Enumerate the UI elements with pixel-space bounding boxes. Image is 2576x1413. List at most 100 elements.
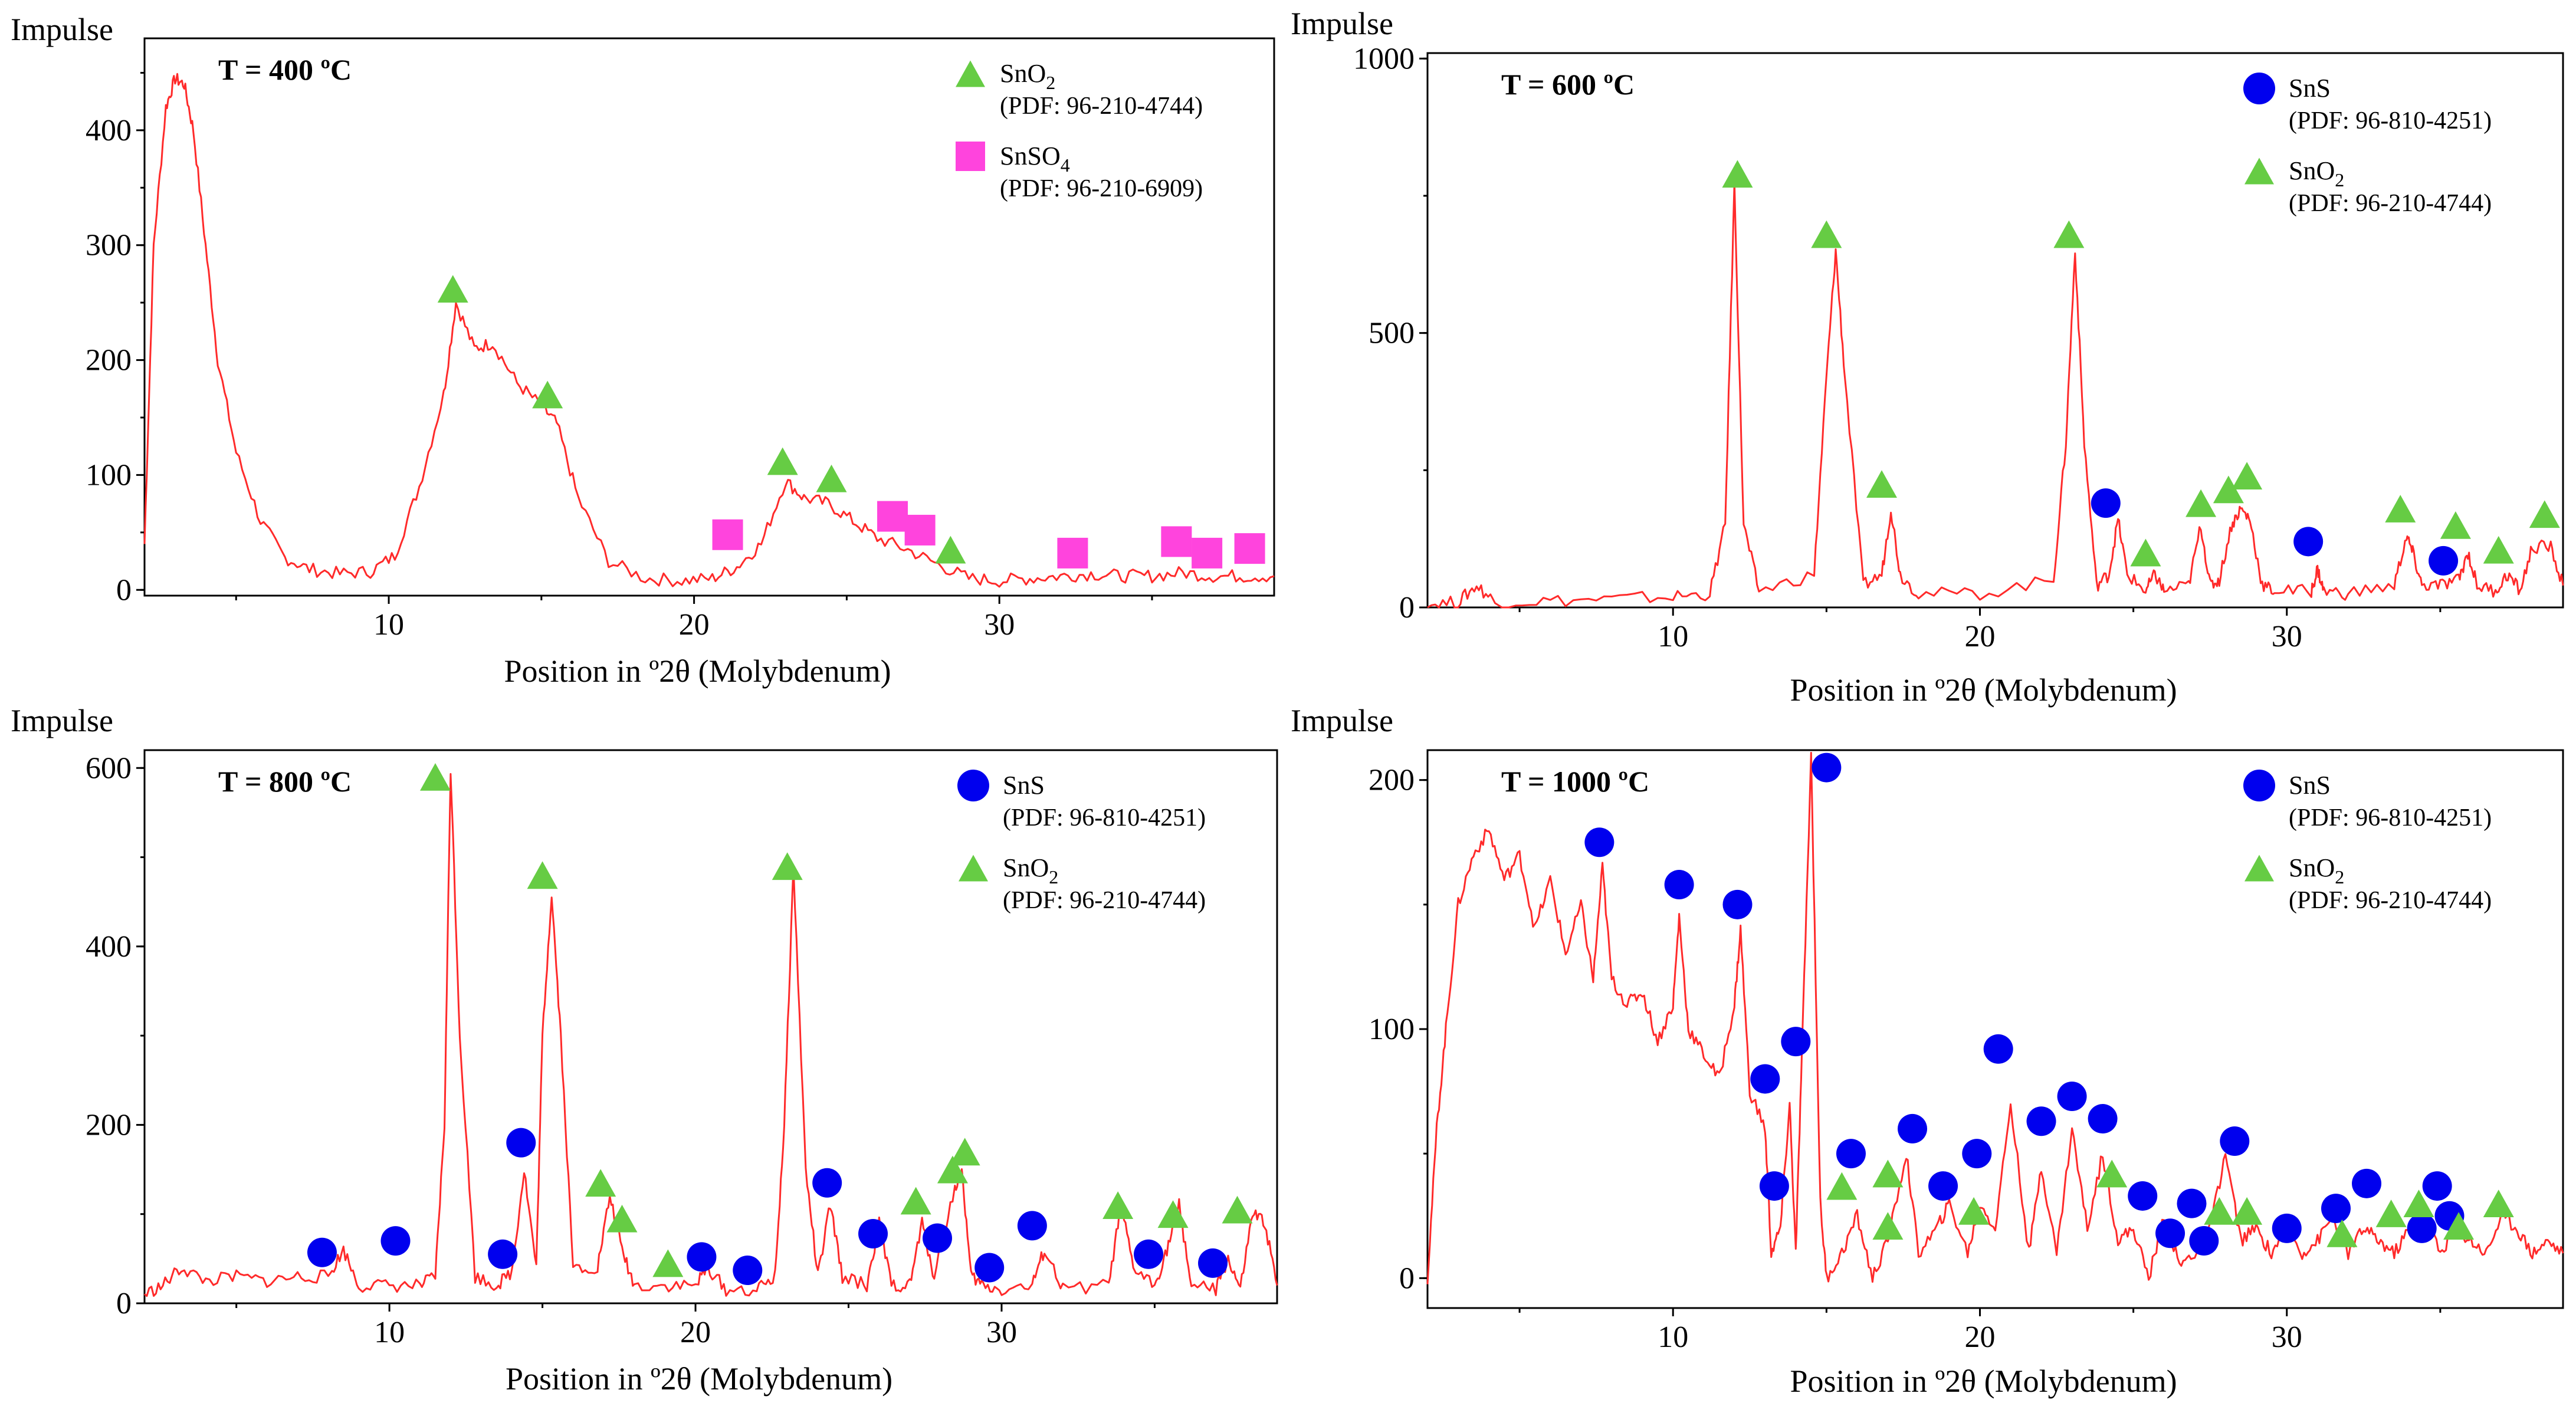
peak-marker-triangle [1958, 1197, 1990, 1225]
peak-marker-square [712, 519, 743, 550]
x-tick-label: 20 [1964, 1320, 1995, 1354]
peak-marker-triangle [1157, 1200, 1189, 1228]
peak-marker-triangle [2403, 1189, 2434, 1218]
x-tick-label: 20 [680, 1316, 711, 1349]
peak-marker-circle [1584, 827, 1614, 857]
peak-marker-circle [2321, 1194, 2351, 1224]
x-tick-label: 10 [1658, 620, 1688, 653]
peak-marker-circle [2091, 488, 2121, 518]
y-tick-label: 1000 [1353, 42, 1415, 75]
peak-marker-circle [1928, 1171, 1958, 1201]
peak-marker-triangle [419, 763, 451, 791]
chart-panel-1: 0 100 200 300 400 10 20 30 Impulse Position in º2… [11, 12, 1275, 689]
legend-marker-circle [2243, 73, 2275, 104]
peak-marker-square [904, 514, 936, 546]
legend-pdf: (PDF: 96-210-4744) [1003, 887, 1206, 914]
legend-name: SnSO4 [1000, 142, 1070, 176]
y-tick-label: 400 [86, 114, 132, 147]
legend-marker-triangle [2244, 157, 2274, 185]
temperature-label: T = 400 ºC [218, 53, 352, 86]
x-tick-label: 20 [1964, 620, 1995, 653]
peak-marker-triangle [1826, 1172, 1858, 1200]
peak-marker-triangle [585, 1169, 616, 1197]
x-axis-label: Position in º2θ (Molybdenum) [506, 1361, 892, 1396]
peak-marker-circle [1198, 1248, 1228, 1278]
peak-marker-circle [380, 1226, 411, 1256]
chart-panel-4: 0 100 200 10 20 30 Impulse Position in º2θ (Mol… [1291, 703, 2564, 1399]
peak-marker-square [1161, 526, 1192, 557]
y-tick-label: 100 [1369, 1013, 1415, 1046]
peak-marker-triangle [2204, 1197, 2235, 1225]
x-tick-label: 20 [679, 608, 710, 642]
peak-marker-circle [2026, 1106, 2056, 1136]
peak-marker-circle [1983, 1034, 2013, 1064]
chart-panel-3: 0 200 400 600 10 20 30 Impulse Position in º2θ (… [11, 703, 1278, 1396]
peak-marker-triangle [949, 1138, 980, 1166]
x-tick-label: 30 [2272, 1320, 2302, 1354]
peak-marker-triangle [1866, 470, 1897, 498]
legend-name: SnS [1003, 771, 1045, 800]
legend-marker-triangle [959, 855, 988, 882]
temperature-label: T = 800 ºC [218, 765, 352, 798]
legend-name: SnS [2289, 771, 2331, 800]
peak-marker-triangle [2385, 495, 2416, 523]
peak-marker-square [1234, 533, 1265, 564]
x-tick-label: 30 [2272, 620, 2302, 653]
y-tick-label: 200 [86, 1108, 132, 1142]
peak-marker-triangle [2232, 1197, 2263, 1225]
peak-marker-triangle [767, 447, 798, 475]
legend-name: SnS [2289, 74, 2331, 103]
peak-marker-circle [858, 1218, 888, 1248]
peak-marker-triangle [2232, 462, 2263, 490]
peak-marker-circle [974, 1253, 1005, 1283]
peak-marker-circle [733, 1256, 763, 1286]
x-axis-label: Position in º2θ (Molybdenum) [504, 653, 891, 689]
xrd-trace [143, 73, 1275, 588]
legend-subscript: 2 [1046, 72, 1055, 93]
legend-name: SnO2 [1003, 853, 1058, 888]
x-tick-label: 10 [374, 1316, 405, 1349]
legend-name: SnO2 [2289, 156, 2344, 190]
peak-marker-circle [2088, 1104, 2118, 1134]
peak-marker-circle [506, 1128, 536, 1158]
peak-marker-triangle [772, 852, 803, 880]
peak-marker-circle [307, 1237, 337, 1267]
peak-marker-circle [1962, 1139, 1992, 1169]
peak-marker-circle [2128, 1181, 2158, 1211]
peak-marker-triangle [437, 275, 468, 303]
peak-marker-triangle [900, 1187, 931, 1215]
y-tick-label: 400 [86, 930, 132, 964]
peak-marker-triangle [1872, 1212, 1904, 1240]
x-tick-label: 30 [984, 608, 1015, 642]
peak-marker-circle [2057, 1082, 2087, 1112]
legend-marker-circle [957, 770, 989, 801]
y-tick-label: 0 [116, 1287, 132, 1320]
x-tick-label: 10 [373, 608, 404, 642]
x-axis-label: Position in º2θ (Molybdenum) [1790, 1363, 2177, 1399]
peak-marker-triangle [2440, 511, 2471, 539]
peak-marker-triangle [652, 1249, 684, 1277]
y-tick-label: 300 [86, 229, 132, 262]
y-tick-label: 0 [1399, 1261, 1415, 1295]
legend-pdf: (PDF: 96-810-4251) [2289, 107, 2492, 134]
peak-marker-triangle [2130, 538, 2161, 567]
legend-subscript: 2 [2335, 169, 2344, 190]
peak-marker-triangle [532, 380, 563, 409]
legend-marker-triangle [956, 60, 985, 87]
x-tick-label: 10 [1658, 1320, 1688, 1354]
peak-marker-triangle [1102, 1191, 1134, 1219]
legend-pdf: (PDF: 96-210-6909) [1000, 175, 1203, 202]
legend-pdf: (PDF: 96-810-4251) [2289, 804, 2492, 832]
peak-marker-triangle [2213, 475, 2244, 504]
peak-marker-circle [2155, 1218, 2186, 1248]
legend-marker-circle [2243, 770, 2275, 801]
legend-subscript: 4 [1061, 155, 1070, 176]
peak-marker-triangle [2326, 1219, 2358, 1247]
peak-marker-circle [1017, 1211, 1047, 1241]
peak-marker-circle [488, 1239, 518, 1269]
peak-marker-circle [2272, 1213, 2302, 1243]
peak-marker-circle [1722, 889, 1753, 919]
peak-marker-circle [1750, 1064, 1780, 1094]
